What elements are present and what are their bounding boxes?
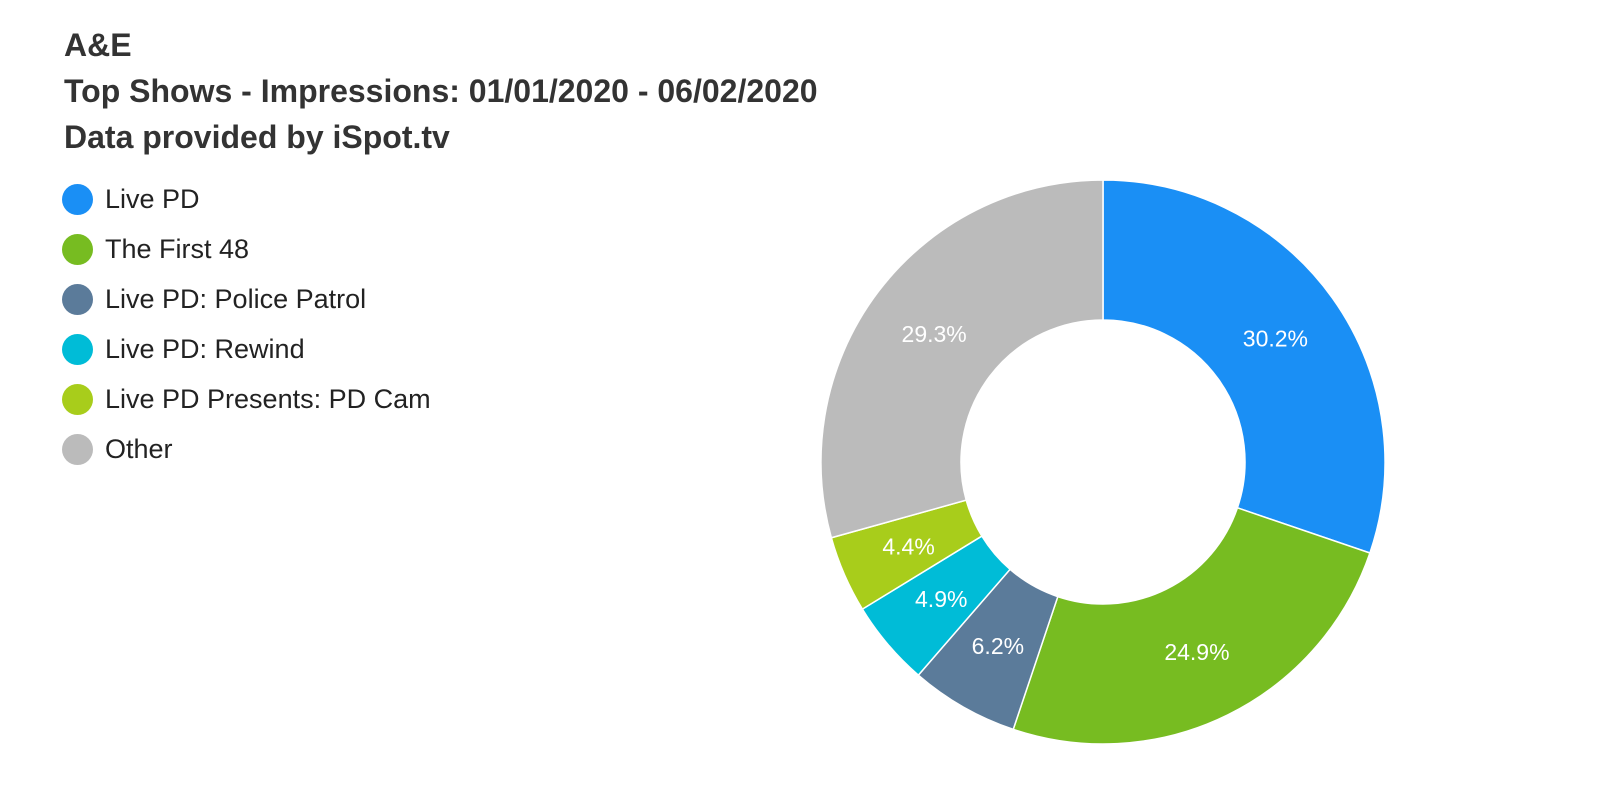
legend-item-the-first-48[interactable]: The First 48 bbox=[62, 224, 431, 274]
legend-label: Live PD bbox=[105, 183, 200, 214]
slice-label-live-pd-police-patrol: 6.2% bbox=[972, 633, 1024, 659]
legend-swatch bbox=[62, 383, 93, 415]
legend-item-live-pd-rewind[interactable]: Live PD: Rewind bbox=[62, 324, 431, 374]
slice-the-first-48[interactable] bbox=[1012, 506, 1371, 745]
slice-label-the-first-48: 24.9% bbox=[1164, 639, 1229, 665]
legend-swatch bbox=[62, 333, 93, 365]
slice-label-other: 29.3% bbox=[902, 321, 967, 347]
chart-subtitle: Top Shows - Impressions: 01/01/2020 - 06… bbox=[64, 73, 818, 109]
legend-label: The First 48 bbox=[105, 233, 250, 264]
slice-live-pd[interactable] bbox=[1102, 179, 1386, 554]
slice-label-live-pd-presents-pd-cam: 4.4% bbox=[882, 534, 934, 560]
legend-swatch bbox=[62, 183, 93, 215]
chart-legend: Live PD The First 48 Live PD: Police Patro… bbox=[62, 174, 431, 474]
legend-item-live-pd-presents-pd-cam[interactable]: Live PD Presents: PD Cam bbox=[62, 374, 431, 424]
legend-swatch bbox=[62, 233, 93, 265]
chart-title: A&E bbox=[64, 27, 132, 63]
legend-item-live-pd[interactable]: Live PD bbox=[62, 174, 431, 224]
legend-label: Live PD: Rewind bbox=[105, 333, 305, 364]
legend-item-other[interactable]: Other bbox=[62, 424, 431, 474]
legend-item-live-pd-police-patrol[interactable]: Live PD: Police Patrol bbox=[62, 274, 431, 324]
slice-other[interactable] bbox=[820, 179, 1104, 539]
legend-swatch bbox=[62, 283, 93, 315]
slice-label-live-pd: 30.2% bbox=[1243, 326, 1308, 352]
chart-title-block: A&E Top Shows - Impressions: 01/01/2020 … bbox=[64, 22, 818, 160]
legend-swatch bbox=[62, 433, 93, 465]
legend-label: Live PD Presents: PD Cam bbox=[105, 383, 431, 414]
legend-label: Live PD: Police Patrol bbox=[105, 283, 367, 314]
slice-label-live-pd-rewind: 4.9% bbox=[915, 586, 967, 612]
chart-source: Data provided by iSpot.tv bbox=[64, 119, 450, 155]
legend-label: Other bbox=[105, 433, 173, 464]
